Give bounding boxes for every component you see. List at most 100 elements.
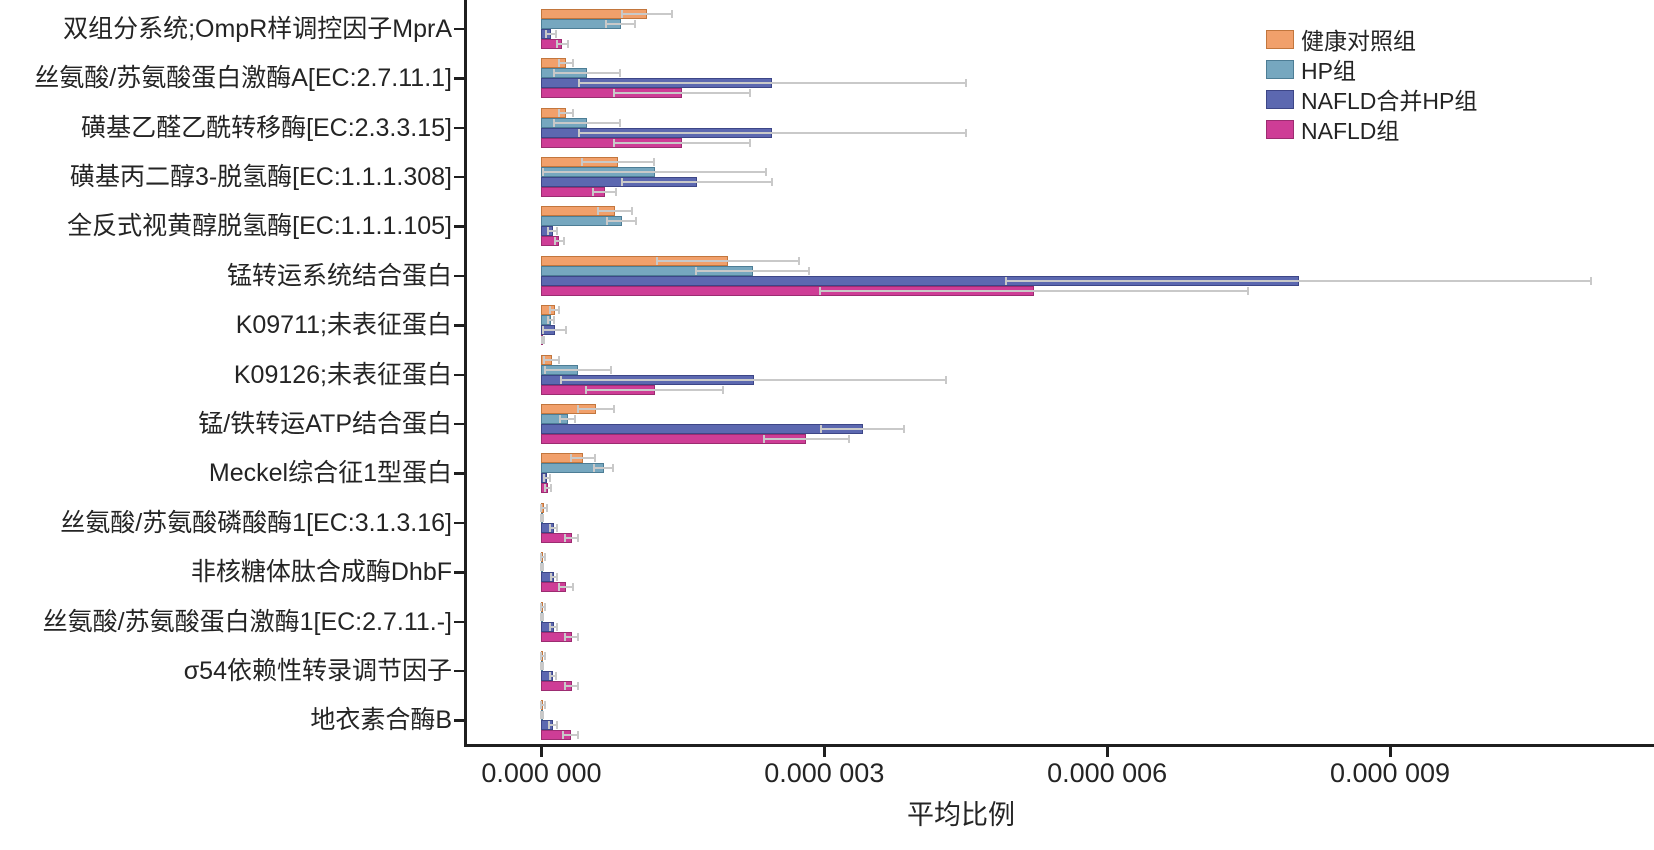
error-bar-cap	[564, 681, 566, 690]
error-bar-cap	[540, 503, 543, 512]
error-bar	[543, 170, 766, 173]
x-tick-label: 0.000 003	[764, 758, 885, 788]
error-bar	[549, 674, 556, 677]
y-tick	[454, 521, 466, 525]
category-label: K09126;未表征蛋白	[233, 360, 452, 389]
error-bar-cap	[577, 404, 580, 413]
error-bar-cap	[547, 721, 550, 730]
error-bar-cap	[571, 59, 574, 68]
error-bar-cap	[566, 39, 569, 48]
error-bar	[553, 72, 620, 75]
error-bar-cap	[547, 227, 550, 236]
x-tick-label: 0.000 009	[1329, 758, 1451, 788]
error-bar	[563, 734, 579, 737]
error-bar	[598, 210, 632, 213]
error-bar-cap	[630, 207, 633, 216]
error-bar-cap	[540, 612, 543, 621]
error-bar	[819, 289, 1248, 292]
error-bar-cap	[564, 533, 566, 542]
bar	[541, 423, 863, 434]
error-bar-cap	[613, 89, 616, 98]
error-bar-cap	[540, 513, 543, 522]
y-tick	[454, 669, 466, 673]
error-bar	[548, 724, 557, 727]
category-label: 锰/铁转运ATP结合蛋白	[198, 409, 452, 438]
x-tick	[1106, 745, 1109, 757]
legend-swatch	[1266, 119, 1294, 139]
error-bar-cap	[555, 721, 558, 730]
y-tick	[454, 422, 466, 426]
error-bar-cap	[540, 711, 543, 720]
error-bar	[546, 32, 556, 35]
error-bar-cap	[1005, 276, 1008, 285]
error-bar	[594, 467, 614, 470]
error-bar-cap	[556, 227, 559, 236]
legend-label: HP组	[1301, 58, 1356, 84]
error-bar-cap	[574, 414, 577, 423]
error-bar-cap	[548, 671, 551, 680]
error-bar-cap	[540, 602, 543, 611]
legend-item: 健康对照组	[1266, 24, 1477, 54]
error-bar-cap	[594, 454, 597, 463]
error-bar	[621, 12, 673, 15]
error-bar-cap	[554, 29, 557, 38]
error-bar-cap	[613, 138, 616, 147]
y-tick	[454, 620, 466, 623]
error-bar	[554, 240, 565, 243]
error-bar-cap	[549, 573, 552, 582]
y-tick	[454, 719, 466, 722]
error-bar-cap	[577, 533, 580, 542]
error-bar-cap	[552, 118, 555, 127]
error-bar-cap	[1246, 286, 1249, 295]
y-tick	[454, 77, 466, 80]
error-bar-cap	[564, 632, 566, 641]
x-axis-label: 平均比例	[907, 800, 1015, 830]
error-bar-cap	[964, 128, 967, 137]
error-bar-cap	[944, 375, 947, 384]
error-bar-cap	[610, 365, 613, 374]
error-bar-cap	[540, 661, 543, 670]
error-bar	[543, 329, 566, 332]
plot-area	[454, 4, 1654, 757]
y-tick	[454, 571, 466, 574]
legend-label: 健康对照组	[1301, 28, 1416, 54]
category-label: 地衣素合酶B	[310, 706, 452, 735]
error-bar-cap	[818, 286, 821, 295]
error-bar	[696, 269, 810, 272]
error-bar-cap	[548, 474, 551, 483]
error-bar-cap	[612, 464, 615, 473]
error-bar	[548, 319, 554, 322]
error-bar-cap	[555, 573, 558, 582]
legend-swatch	[1266, 59, 1294, 79]
error-bar	[565, 684, 579, 687]
error-bar-cap	[554, 671, 557, 680]
error-bar	[614, 141, 750, 144]
error-bar-cap	[584, 385, 587, 394]
legend-item: NAFLD合并HP组	[1266, 84, 1477, 114]
error-bar	[593, 190, 616, 193]
error-bar	[545, 368, 612, 371]
error-bar	[541, 704, 546, 707]
error-bar-cap	[618, 69, 621, 78]
error-bar-cap	[748, 138, 751, 147]
error-bar-cap	[543, 474, 546, 483]
error-bar-cap	[544, 701, 547, 710]
error-bar	[556, 42, 568, 45]
error-bar	[541, 506, 548, 509]
error-bar-cap	[542, 326, 545, 335]
category-label: 丝氨酸/苏氨酸蛋白激酶A[EC:2.7.11.1]	[34, 64, 452, 93]
error-bar-cap	[560, 375, 563, 384]
error-bar	[549, 625, 558, 628]
error-bar-cap	[964, 79, 967, 88]
category-label: 磺基丙二醇3-脱氢酶[EC:1.1.1.308]	[69, 162, 452, 191]
error-bar	[579, 131, 966, 134]
error-bar-cap	[558, 306, 561, 315]
error-bar	[763, 437, 849, 440]
error-bar-cap	[559, 414, 562, 423]
y-tick	[454, 274, 466, 278]
y-tick	[454, 27, 466, 31]
legend-item: HP组	[1266, 54, 1477, 84]
error-bar-cap	[552, 316, 555, 325]
error-bar-cap	[548, 622, 551, 631]
